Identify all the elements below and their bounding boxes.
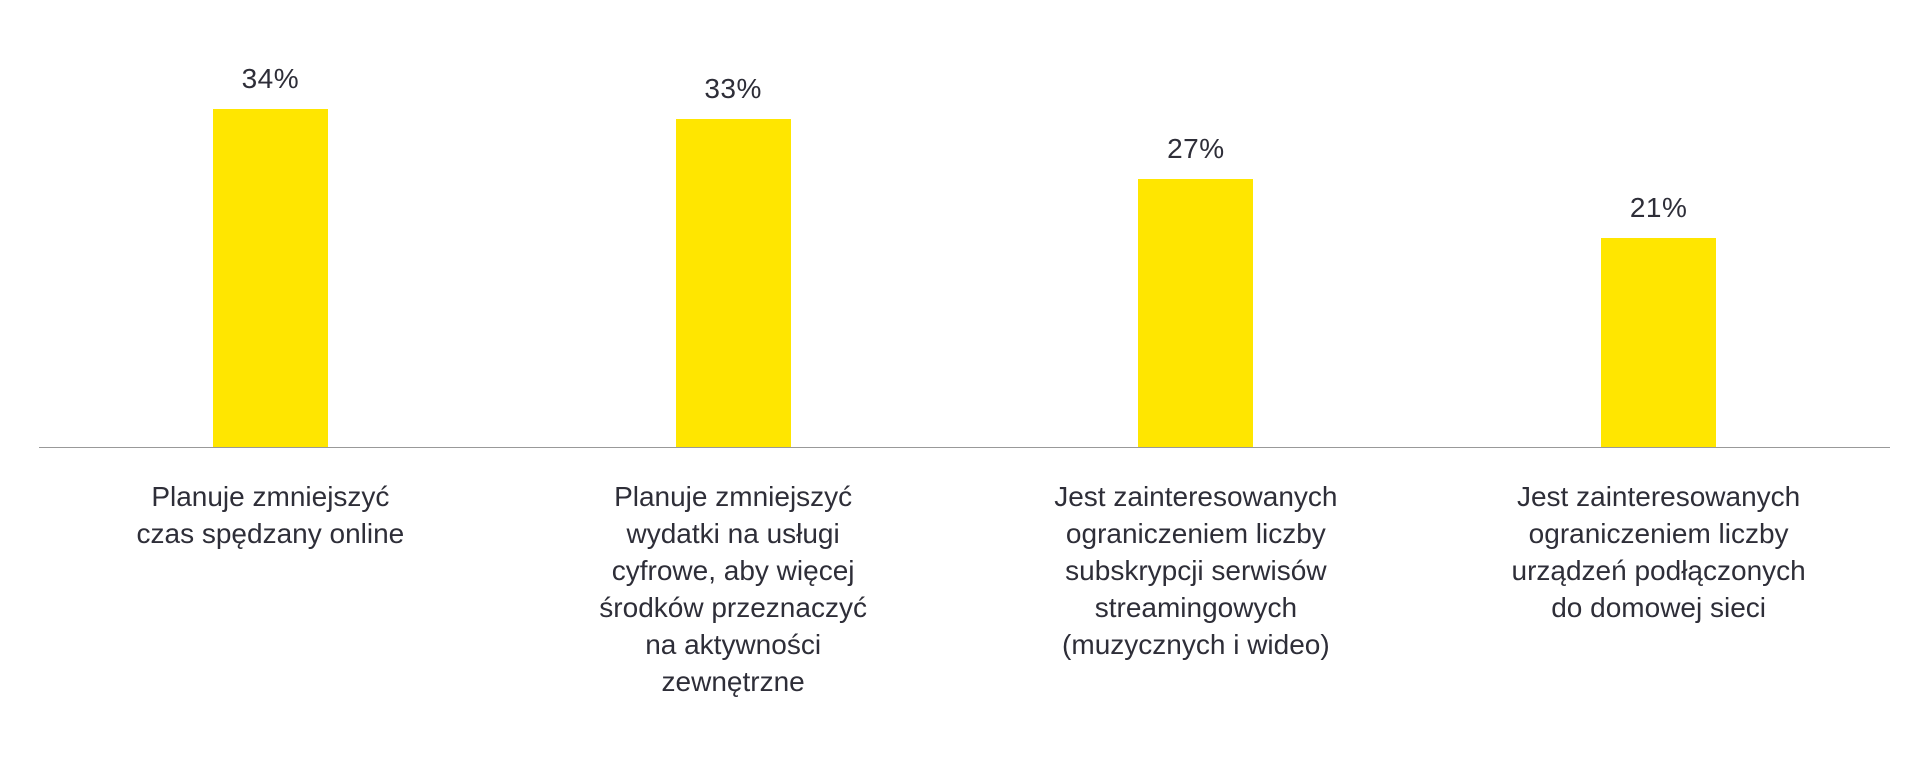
bar-column: 34% bbox=[39, 0, 502, 447]
category-labels-row: Planuje zmniejszyć czas spędzany online … bbox=[39, 448, 1890, 700]
bar bbox=[675, 119, 791, 447]
bar-column: 33% bbox=[502, 0, 965, 447]
bar bbox=[212, 109, 328, 447]
bar-value-label: 27% bbox=[1167, 133, 1225, 164]
category-label: Jest zainteresowanych ograniczeniem licz… bbox=[1054, 481, 1338, 660]
bar-value-label: 34% bbox=[241, 63, 300, 94]
bar-column: 27% bbox=[965, 0, 1428, 447]
bar-value-label: 33% bbox=[704, 73, 762, 104]
bar-column: 21% bbox=[1427, 0, 1890, 447]
category-label: Planuje zmniejszyć wydatki na usługi cyf… bbox=[599, 481, 867, 697]
x-axis-line bbox=[39, 447, 1890, 448]
bar bbox=[1601, 238, 1717, 447]
bar bbox=[1138, 179, 1254, 447]
bar-chart: 34% 33% 27% 21% Planuje zmniejszyć czas … bbox=[39, 0, 1890, 761]
category-label: Jest zainteresowanych ograniczeniem licz… bbox=[1511, 481, 1806, 623]
bar-value-label: 21% bbox=[1629, 192, 1688, 223]
plot-area: 34% 33% 27% 21% bbox=[39, 0, 1890, 447]
category-label: Planuje zmniejszyć czas spędzany online bbox=[136, 481, 405, 549]
